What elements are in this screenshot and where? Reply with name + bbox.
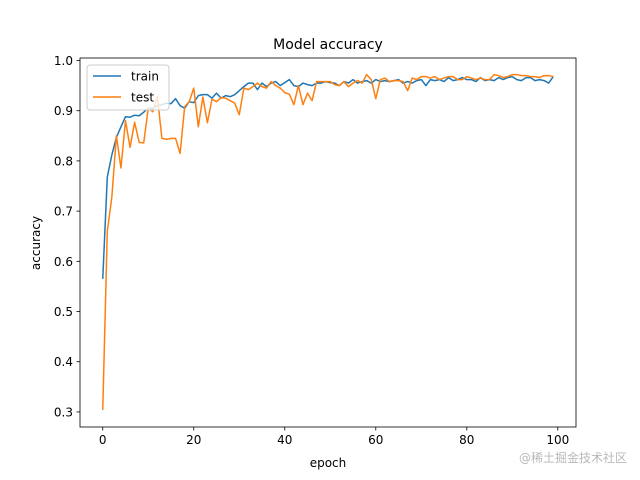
legend: train test [86,64,170,111]
series-line-test [102,73,554,410]
y-axis-label: accuracy [29,216,43,270]
x-axis-label: epoch [310,456,347,470]
watermark: @稀土掘金技术社区 [519,450,627,465]
legend-label-test: test [131,91,154,105]
y-tick-label: 0.9 [54,104,73,118]
legend-label-train: train [131,70,159,84]
x-tick-label: 80 [459,433,474,447]
series-layer [102,73,554,410]
y-tick-label: 0.5 [54,305,73,319]
plot-area [79,57,577,428]
x-tick-label: 60 [368,433,383,447]
x-tick-label: 0 [99,433,107,447]
series-line-train [102,75,554,279]
y-tick-label: 0.7 [54,205,73,219]
x-tick-label: 100 [546,433,569,447]
ticks-layer: 0 20 40 60 80 100 0.3 0.4 0.5 0.6 0.7 0.8 0.9 1.0 [54,54,569,447]
x-tick-label: 40 [277,433,292,447]
y-tick-label: 1.0 [54,54,73,68]
y-tick-label: 0.3 [54,405,73,419]
y-tick-label: 0.4 [54,355,73,369]
chart-title: Model accuracy [273,37,383,53]
x-tick-label: 20 [186,433,201,447]
plot-frame [79,57,577,428]
y-tick-label: 0.6 [54,255,73,269]
y-tick-label: 0.8 [54,154,73,168]
